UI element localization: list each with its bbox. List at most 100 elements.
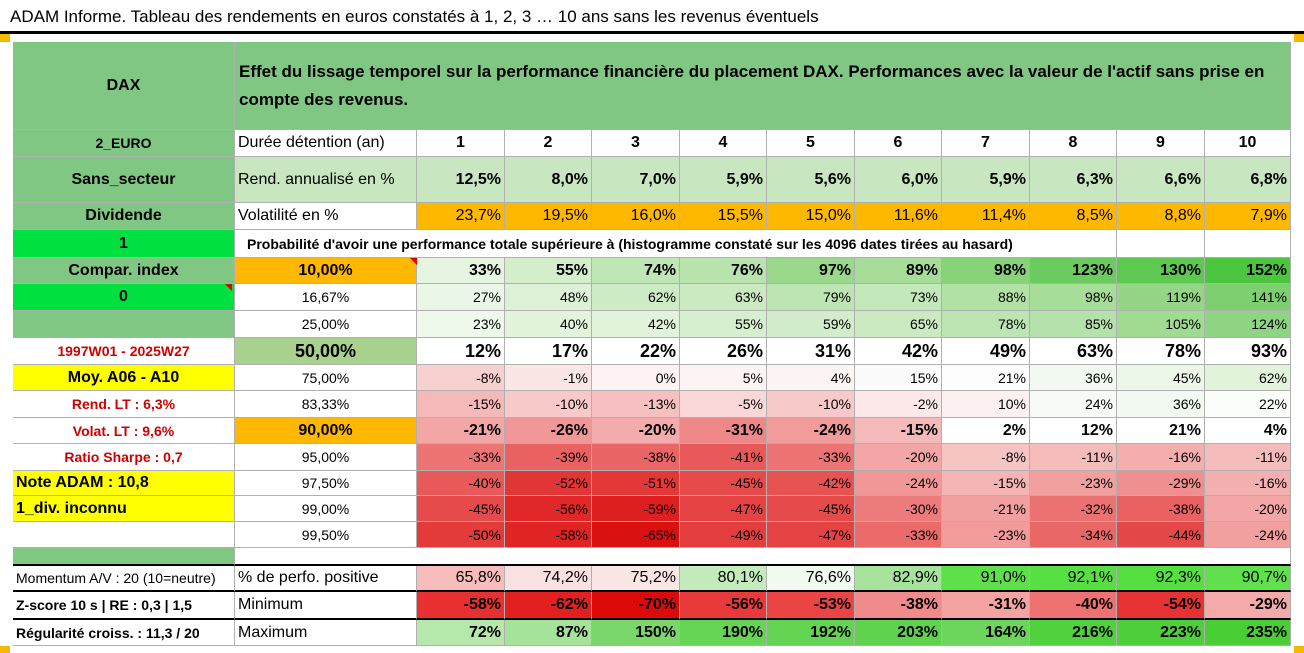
- probability-value: 88%: [942, 284, 1030, 311]
- probability-value: -58%: [505, 522, 592, 548]
- probability-value: 55%: [505, 258, 592, 284]
- probability-value: -56%: [505, 496, 592, 522]
- volatility-value: 15,5%: [680, 203, 767, 230]
- dividend-flag: 1: [13, 230, 235, 258]
- probability-level: 16,67%: [235, 284, 417, 311]
- probability-value: 141%: [1205, 284, 1291, 311]
- minimum-value: -29%: [1205, 592, 1291, 620]
- positive-rate-value: 80,1%: [680, 566, 767, 592]
- probability-value: -21%: [942, 496, 1030, 522]
- probability-value: -32%: [1030, 496, 1117, 522]
- positive-rate-value: 92,1%: [1030, 566, 1117, 592]
- volatility-value: 19,5%: [505, 203, 592, 230]
- volatility-value: 7,9%: [1205, 203, 1291, 230]
- probability-value: -42%: [767, 471, 855, 496]
- probability-level: 75,00%: [235, 365, 417, 391]
- probability-value: 5%: [680, 365, 767, 391]
- probability-level: 99,00%: [235, 496, 417, 522]
- probability-value: 62%: [592, 284, 680, 311]
- probability-value: 22%: [592, 338, 680, 365]
- probability-level: 25,00%: [235, 311, 417, 338]
- probability-value: -23%: [942, 522, 1030, 548]
- maximum-value: 223%: [1117, 620, 1205, 646]
- probability-value: -24%: [855, 471, 942, 496]
- probability-value: -30%: [855, 496, 942, 522]
- probability-value: 0%: [592, 365, 680, 391]
- annual-return-value: 6,8%: [1205, 157, 1291, 203]
- probability-value: -11%: [1030, 444, 1117, 471]
- holding-period-label: Durée détention (an): [235, 130, 417, 157]
- maximum-value: 164%: [942, 620, 1030, 646]
- probability-value: -11%: [1205, 444, 1291, 471]
- probability-value: 123%: [1030, 258, 1117, 284]
- probability-value: -23%: [1030, 471, 1117, 496]
- probability-value: 15%: [855, 365, 942, 391]
- positive-rate-value: 91,0%: [942, 566, 1030, 592]
- probability-value: 89%: [855, 258, 942, 284]
- dividend-label: Dividende: [13, 203, 235, 230]
- year-header: 8: [1030, 130, 1117, 157]
- probability-value: 42%: [592, 311, 680, 338]
- corner-marker: [1294, 34, 1304, 42]
- probability-value: 12%: [1030, 418, 1117, 444]
- average-label: Moy. A06 - A10: [13, 365, 235, 391]
- positive-rate-value: 82,9%: [855, 566, 942, 592]
- probability-value: 62%: [1205, 365, 1291, 391]
- probability-value: 26%: [680, 338, 767, 365]
- probability-value: -8%: [942, 444, 1030, 471]
- probability-value: -15%: [855, 418, 942, 444]
- probability-value: -50%: [417, 522, 505, 548]
- probability-value: 36%: [1030, 365, 1117, 391]
- probability-level: 99,50%: [235, 522, 417, 548]
- spacer-cell: [13, 311, 235, 338]
- zscore-info: Z-score 10 s | RE : 0,3 | 1,5: [13, 592, 235, 620]
- corner-marker: [0, 646, 10, 653]
- probability-level: 90,00%: [235, 418, 417, 444]
- probability-value: -45%: [680, 471, 767, 496]
- regularity-info: Régularité croiss. : 11,3 / 20: [13, 620, 235, 646]
- maximum-value: 192%: [767, 620, 855, 646]
- adam-score: Note ADAM : 10,8: [13, 471, 235, 496]
- probability-level: 83,33%: [235, 391, 417, 418]
- probability-value: -40%: [417, 471, 505, 496]
- probability-value: -24%: [1205, 522, 1291, 548]
- probability-value: -16%: [1205, 471, 1291, 496]
- probability-value: -51%: [592, 471, 680, 496]
- minimum-label: Minimum: [235, 592, 417, 620]
- probability-value: 55%: [680, 311, 767, 338]
- year-header: 10: [1205, 130, 1291, 157]
- positive-rate-value: 75,2%: [592, 566, 680, 592]
- probability-value: 98%: [942, 258, 1030, 284]
- asset-code: 2_EURO: [13, 130, 235, 157]
- probability-value: 40%: [505, 311, 592, 338]
- probability-value: 10%: [942, 391, 1030, 418]
- maximum-value: 203%: [855, 620, 942, 646]
- year-header: 2: [505, 130, 592, 157]
- comment-marker-icon: [410, 258, 417, 265]
- probability-value: -20%: [1205, 496, 1291, 522]
- positive-rate-value: 92,3%: [1117, 566, 1205, 592]
- probability-value: 130%: [1117, 258, 1205, 284]
- spacer-cell: [1205, 230, 1291, 258]
- volatility-value: 11,4%: [942, 203, 1030, 230]
- probability-value: -10%: [767, 391, 855, 418]
- probability-value: 63%: [680, 284, 767, 311]
- probability-value: 42%: [855, 338, 942, 365]
- annual-return-value: 6,6%: [1117, 157, 1205, 203]
- spacer-cell: [13, 522, 235, 548]
- minimum-value: -38%: [855, 592, 942, 620]
- maximum-value: 216%: [1030, 620, 1117, 646]
- year-header: 7: [942, 130, 1030, 157]
- probability-value: 119%: [1117, 284, 1205, 311]
- minimum-value: -62%: [505, 592, 592, 620]
- probability-value: 27%: [417, 284, 505, 311]
- annual-return-value: 6,0%: [855, 157, 942, 203]
- probability-value: -24%: [767, 418, 855, 444]
- probability-value: -31%: [680, 418, 767, 444]
- annual-return-value: 7,0%: [592, 157, 680, 203]
- spacer-cell: [13, 548, 235, 566]
- corner-marker: [0, 34, 10, 42]
- probability-value: -65%: [592, 522, 680, 548]
- probability-value: -33%: [417, 444, 505, 471]
- probability-value: -26%: [505, 418, 592, 444]
